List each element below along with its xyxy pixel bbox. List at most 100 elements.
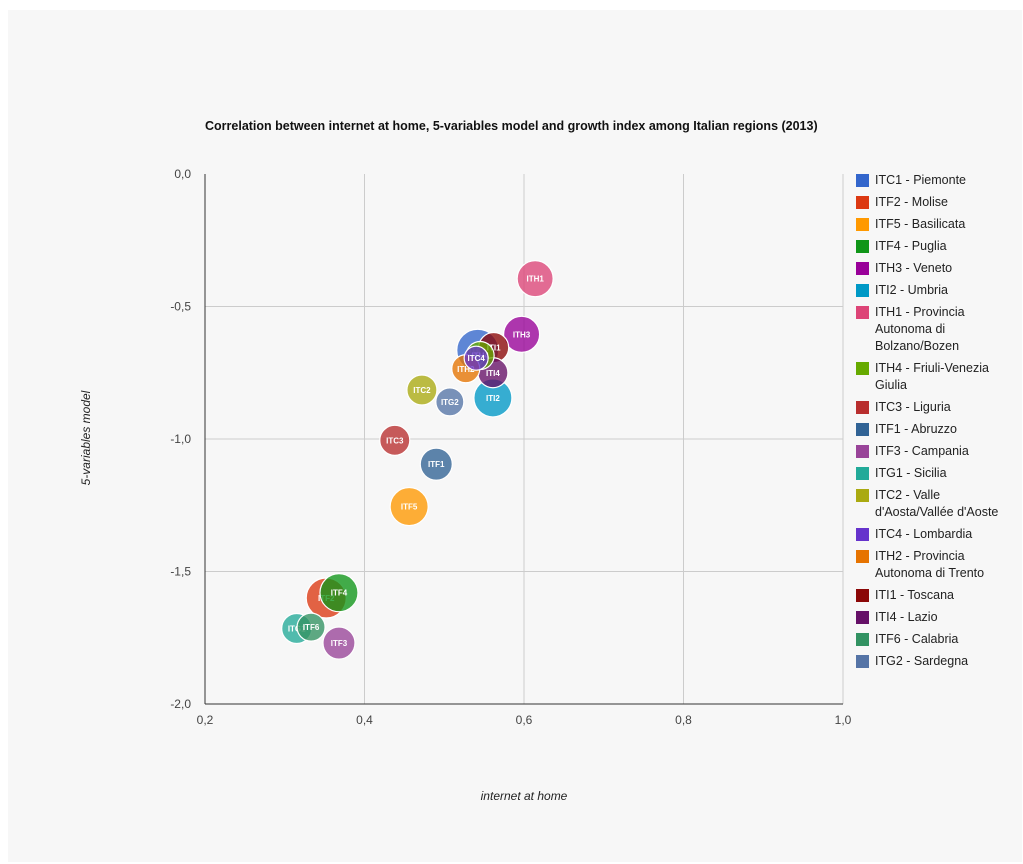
y-tick-label: -2,0 [170, 697, 191, 711]
legend-swatch [856, 611, 869, 624]
legend-label: ITH3 - Veneto [875, 261, 953, 275]
legend-swatch [856, 550, 869, 563]
legend-item[interactable]: ITH3 - Veneto [856, 260, 1022, 277]
legend-item[interactable]: ITH4 - Friuli-Venezia Giulia [856, 360, 1022, 394]
bubble-circle[interactable] [503, 315, 541, 353]
bubble-circle[interactable] [419, 447, 453, 481]
legend-item[interactable]: ITF3 - Campania [856, 443, 1022, 460]
legend-item[interactable]: ITI1 - Toscana [856, 587, 1022, 604]
legend-swatch [856, 633, 869, 646]
legend-swatch [856, 174, 869, 187]
y-tick-label: -1,0 [170, 432, 191, 446]
bubble-circle[interactable] [435, 387, 465, 417]
legend-label: ITI4 - Lazio [875, 610, 938, 624]
legend-swatch [856, 423, 869, 436]
bubble-circle[interactable] [389, 486, 429, 527]
chart-title: Correlation between internet at home, 5-… [205, 119, 818, 133]
legend-swatch [856, 655, 869, 668]
legend-swatch [856, 362, 869, 375]
x-tick-label: 1,0 [835, 713, 852, 727]
legend-label: ITH2 - Provincia Autonoma di Trento [875, 549, 985, 580]
bubble-label: ITI1 [487, 344, 501, 353]
x-tick-label: 0,2 [197, 713, 214, 727]
bubble-layer: ITC1ITF2ITF5ITF4ITI2ITH3ITH1ITF1ITF3ITC3… [281, 260, 554, 660]
y-tick-label: -1,5 [170, 565, 191, 579]
bubble-circle[interactable] [406, 374, 438, 406]
chart-frame [8, 10, 1022, 862]
legend-label: ITH1 - Provincia Autonoma di Bolzano/Boz… [875, 305, 965, 353]
bubble-label: ITF3 [331, 639, 348, 648]
legend-label: ITG2 - Sardegna [875, 654, 969, 668]
bubble-label: ITH2 [457, 365, 475, 374]
x-tick-label: 0,4 [356, 713, 373, 727]
legend-swatch [856, 467, 869, 480]
bubble-itc2[interactable]: ITC2 [406, 374, 438, 406]
legend-label: ITH4 - Friuli-Venezia Giulia [875, 361, 989, 392]
bubble-label: ITC3 [386, 436, 404, 445]
legend-swatch [856, 401, 869, 414]
x-tick-label: 0,6 [516, 713, 533, 727]
legend-item[interactable]: ITI4 - Lazio [856, 609, 1022, 626]
legend-label: ITI1 - Toscana [875, 588, 954, 602]
legend-label: ITF1 - Abruzzo [875, 422, 957, 436]
bubble-label: ITC4 [467, 354, 485, 363]
bubble-circle[interactable] [322, 626, 356, 660]
y-tick-label: -0,5 [170, 300, 191, 314]
legend-swatch [856, 445, 869, 458]
legend-swatch [856, 262, 869, 275]
legend-item[interactable]: ITC4 - Lombardia [856, 526, 1022, 543]
legend-item[interactable]: ITC2 - Valle d'Aosta/Vallée d'Aoste [856, 487, 1022, 521]
bubble-itg2[interactable]: ITG2 [435, 387, 465, 417]
bubble-label: ITH3 [513, 330, 531, 339]
legend-swatch [856, 528, 869, 541]
bubble-itc4[interactable]: ITC4 [463, 345, 489, 371]
legend-item[interactable]: ITF5 - Basilicata [856, 216, 1022, 233]
bubble-label: ITF1 [428, 460, 445, 469]
legend-swatch [856, 306, 869, 319]
bubble-itf4[interactable]: ITF4 [319, 573, 359, 613]
bubble-label: ITH1 [526, 275, 544, 284]
bubble-circle[interactable] [516, 260, 554, 298]
legend-item[interactable]: ITG1 - Sicilia [856, 465, 1022, 482]
legend-item[interactable]: ITF1 - Abruzzo [856, 421, 1022, 438]
bubble-itf5[interactable]: ITF5 [389, 486, 429, 527]
legend-item[interactable]: ITC1 - Piemonte [856, 172, 1022, 189]
bubble-ith1[interactable]: ITH1 [516, 260, 554, 298]
bubble-iti2[interactable]: ITI2 [473, 378, 513, 418]
legend-label: ITC3 - Liguria [875, 400, 951, 414]
legend-item[interactable]: ITG2 - Sardegna [856, 653, 1022, 670]
bubble-label: ITI4 [486, 369, 500, 378]
y-tick-label: 0,0 [174, 167, 191, 181]
legend-item[interactable]: ITI2 - Umbria [856, 282, 1022, 299]
bubble-label: ITI2 [486, 394, 500, 403]
legend-item[interactable]: ITH1 - Provincia Autonoma di Bolzano/Boz… [856, 304, 1022, 355]
legend-item[interactable]: ITF6 - Calabria [856, 631, 1022, 648]
legend-label: ITG1 - Sicilia [875, 466, 947, 480]
y-axis-title: 5-variables model [79, 390, 93, 485]
legend-swatch [856, 589, 869, 602]
bubble-circle[interactable] [379, 424, 411, 456]
legend-label: ITC2 - Valle d'Aosta/Vallée d'Aoste [875, 488, 999, 519]
bubble-circle[interactable] [296, 612, 326, 642]
legend-item[interactable]: ITC3 - Liguria [856, 399, 1022, 416]
legend-swatch [856, 196, 869, 209]
legend-item[interactable]: ITH2 - Provincia Autonoma di Trento [856, 548, 1022, 582]
bubble-itf6[interactable]: ITF6 [296, 612, 326, 642]
legend: ITC1 - Piemonte ITF2 - Molise ITF5 - Basil… [856, 172, 1022, 675]
bubble-circle[interactable] [463, 345, 489, 371]
bubble-itf1[interactable]: ITF1 [419, 447, 453, 481]
bubble-itc3[interactable]: ITC3 [379, 424, 411, 456]
legend-swatch [856, 489, 869, 502]
legend-label: ITF4 - Puglia [875, 239, 947, 253]
bubble-circle[interactable] [319, 573, 359, 613]
bubble-label: ITF5 [401, 503, 418, 512]
bubble-ith3[interactable]: ITH3 [503, 315, 541, 353]
bubble-label: ITF6 [303, 623, 320, 632]
bubble-label: ITC2 [413, 386, 431, 395]
legend-swatch [856, 284, 869, 297]
grid-layer [205, 174, 844, 704]
bubble-itf3[interactable]: ITF3 [322, 626, 356, 660]
legend-item[interactable]: ITF2 - Molise [856, 194, 1022, 211]
legend-item[interactable]: ITF4 - Puglia [856, 238, 1022, 255]
